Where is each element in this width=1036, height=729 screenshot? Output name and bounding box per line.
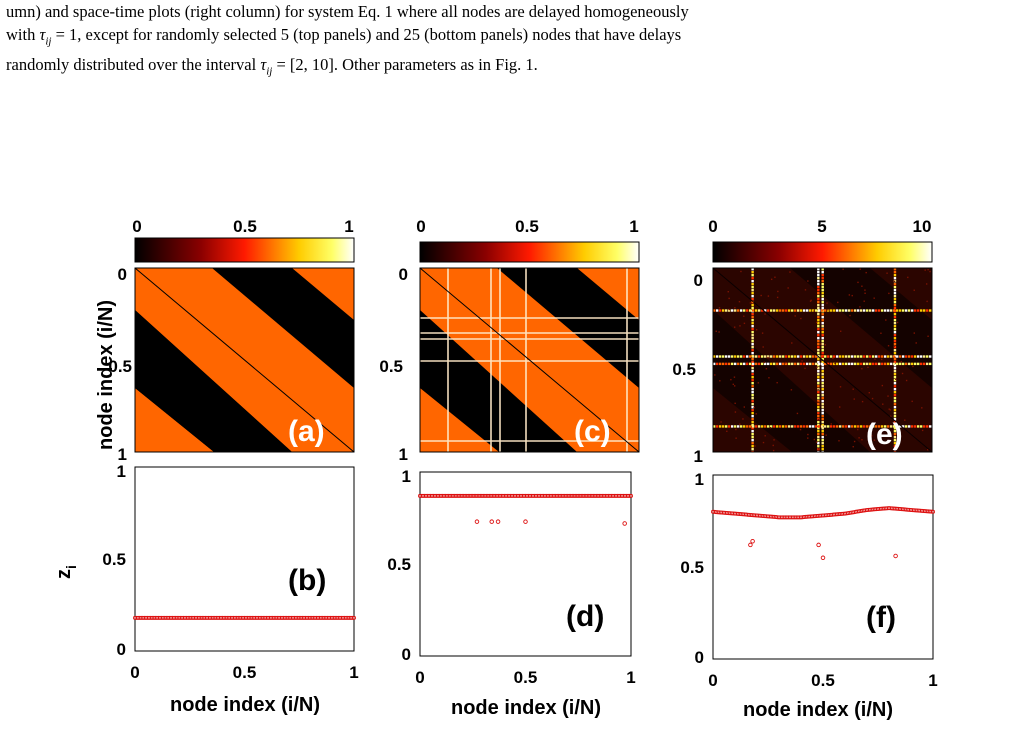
ytick-a-0: 0 (118, 265, 127, 284)
scatter-point (629, 493, 634, 498)
xtick: 0.5 (811, 671, 835, 690)
ytick-c-0: 0 (399, 265, 408, 284)
colorbar-c (419, 241, 640, 263)
outlier-point (820, 555, 826, 561)
ytick-e-1: 0.5 (672, 360, 696, 379)
figure-caption: umn) and space-time plots (right column)… (6, 0, 1032, 84)
colorbar-tick-a-2: 1 (344, 217, 353, 236)
matrix-e (713, 268, 932, 452)
ytick: 1 (402, 467, 411, 486)
plot-frame-f (712, 474, 934, 660)
xtick: 0 (708, 671, 717, 690)
panel-label-a: (a) (288, 415, 325, 448)
panel-label-e: (e) (866, 418, 903, 451)
panel-e: 0 5 10 0 0.5 1 (e) (672, 217, 933, 466)
ytick: 0.5 (387, 555, 411, 574)
panel-label-c: (c) (574, 415, 611, 448)
outlier-point (523, 519, 528, 524)
matrix-a (135, 268, 354, 452)
colorbar-tick-e-2: 10 (913, 217, 932, 236)
outlier-point (893, 553, 898, 559)
bottom-ylabel: zi (53, 565, 79, 579)
outlier-point (816, 542, 821, 548)
ytick: 0 (695, 648, 704, 667)
panel-label: (b) (288, 564, 326, 597)
ytick: 1 (695, 470, 704, 489)
ytick-c-1: 0.5 (379, 357, 403, 376)
outlier-point (748, 542, 753, 548)
plot-frame-d (419, 471, 632, 657)
xtick: 1 (928, 671, 937, 690)
colorbar-tick-e-1: 5 (817, 217, 826, 236)
xtick: 0 (415, 668, 424, 687)
outlier-point (495, 519, 501, 524)
colorbar-tick-c-1: 0.5 (515, 217, 539, 236)
ytick-c-2: 1 (399, 445, 408, 464)
xtick: 0.5 (514, 668, 538, 687)
caption-line-3: randomly distributed over the interval τ… (6, 55, 538, 78)
colorbar-tick-a-1: 0.5 (233, 217, 257, 236)
xlabel-b: node index (i/N) (170, 694, 320, 716)
colorbar-tick-e-0: 0 (708, 217, 717, 236)
ytick: 1 (117, 462, 126, 481)
ytick-e-2: 1 (694, 447, 703, 466)
xtick: 1 (349, 663, 358, 682)
scatter-point (350, 615, 355, 620)
ytick-e-0: 0 (694, 271, 703, 290)
scatter-point (929, 509, 934, 514)
outlier-point (622, 521, 627, 526)
panel-a: 0 0.5 1 0 0.5 1 (a) node index (i/N) (95, 217, 355, 464)
panel-label: (f) (866, 601, 896, 634)
xtick: 0 (130, 663, 139, 682)
scatter-point (351, 615, 356, 620)
colorbar-tick-c-0: 0 (416, 217, 425, 236)
scatter-point (627, 493, 632, 498)
outlier-point (489, 519, 494, 524)
ytick: 0.5 (680, 558, 704, 577)
xlabel-f: node index (i/N) (743, 699, 893, 721)
colorbar-e (712, 241, 933, 263)
outlier-point (750, 538, 755, 544)
panel-label: (d) (566, 600, 604, 633)
matrix-c (420, 268, 639, 452)
scatter-panel-b: 0 0.5 1 0 0.5 1 (b) (102, 462, 358, 682)
ytick: 0.5 (102, 550, 126, 569)
caption-line-2: with τij = 1, except for randomly select… (6, 25, 682, 48)
plot-frame-b (134, 466, 355, 652)
ytick: 0 (402, 645, 411, 664)
ytick: 0 (117, 640, 126, 659)
scatter-panel-f: 0 0.5 1 0 0.5 1 (f) (680, 470, 937, 690)
top-ylabel: node index (i/N) (95, 300, 117, 450)
ytick-a-2: 1 (118, 445, 127, 464)
xtick: 0.5 (233, 663, 257, 682)
caption-line-1: umn) and space-time plots (right column)… (6, 2, 689, 21)
xlabel-d: node index (i/N) (451, 697, 601, 719)
colorbar-tick-a-0: 0 (132, 217, 141, 236)
scatter-point (931, 509, 936, 514)
colorbar-tick-c-2: 1 (629, 217, 638, 236)
scatter-panel-d: 0 0.5 1 0 0.5 1 (d) (387, 467, 635, 687)
outlier-point (474, 519, 480, 524)
panel-c: 0 0.5 1 0 0.5 1 (c) (379, 217, 640, 464)
xtick: 1 (626, 668, 635, 687)
ytick-a-1: 0.5 (108, 357, 132, 376)
colorbar-a (134, 237, 355, 263)
